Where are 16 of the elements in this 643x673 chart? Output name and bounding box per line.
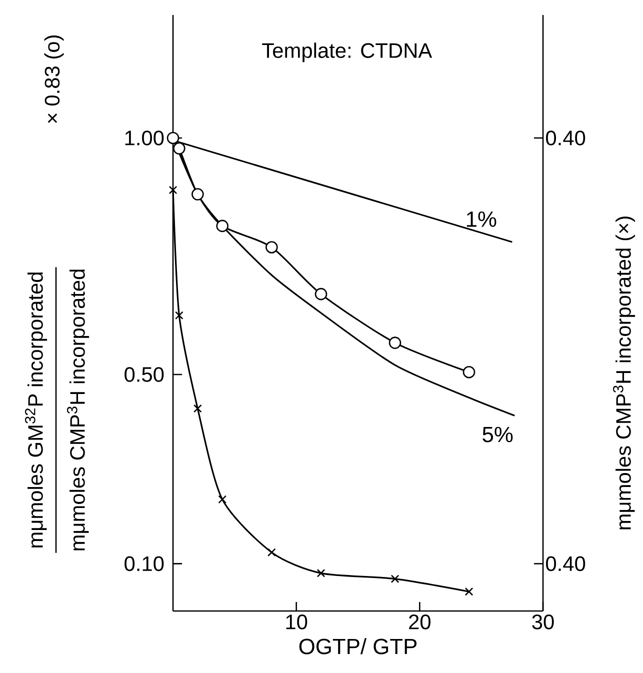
y-tick-label: 1.00 — [125, 130, 164, 146]
y2-axis-title: mμmoles CMP$^{3}$H incorporated (×) — [612, 216, 636, 530]
y-tick-label: 0.50 — [124, 367, 164, 382]
x-tick-label: 30 — [532, 614, 554, 630]
y-tick-label: 0.10 — [124, 556, 164, 572]
text: 0.40 — [546, 130, 586, 146]
text: Template: CTDNA — [262, 42, 432, 62]
text: 0.40 — [546, 556, 586, 572]
series-label: 1% — [466, 212, 496, 227]
series-label: 5% — [482, 426, 513, 442]
text: × 0.83 (o) — [44, 36, 64, 123]
text: mμmoles CMP$^{3}$H incorporated — [66, 270, 90, 550]
x-tick-label: 10 — [286, 614, 308, 630]
y-axis-title: mμmoles GM$^{32}$P incorporated — [24, 272, 48, 548]
x-tick-label: 20 — [409, 614, 430, 630]
x-axis-title: OGTP/ GTP — [299, 638, 417, 654]
